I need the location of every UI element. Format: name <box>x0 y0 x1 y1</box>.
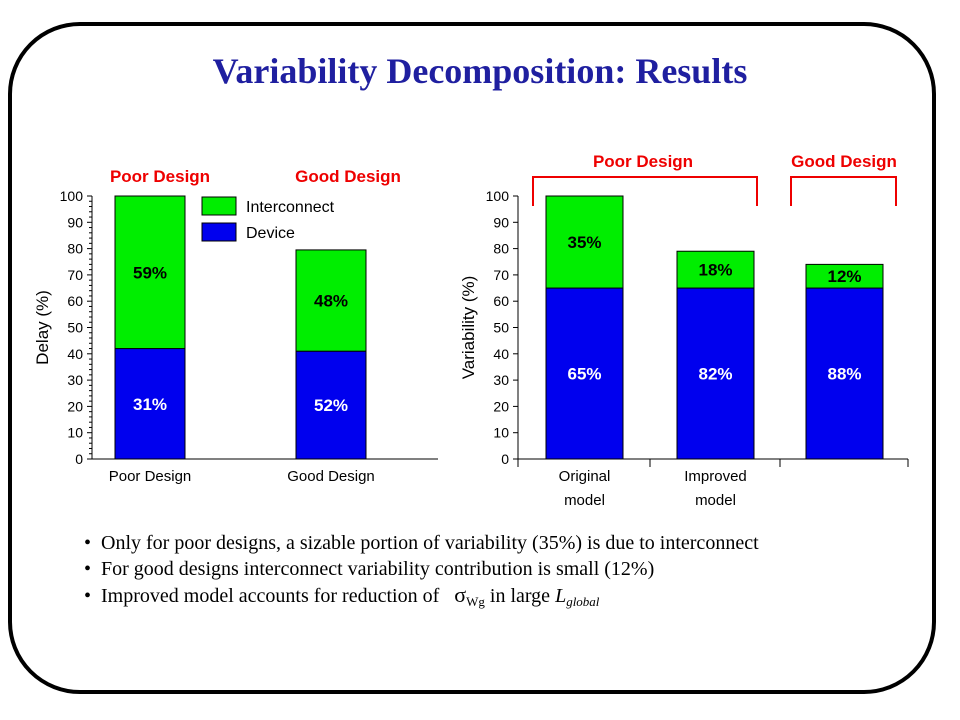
device-data-label: 31% <box>133 395 167 414</box>
bullet-3-middle: in large <box>489 585 551 607</box>
bullet-2: • For good designs interconnect variabil… <box>84 558 655 580</box>
bullet-2-text: For good designs interconnect variabilit… <box>101 558 655 580</box>
y-tick-label: 10 <box>67 425 83 441</box>
l-variable: L <box>555 585 567 607</box>
slide-frame <box>8 22 936 694</box>
y-tick-label: 40 <box>493 346 509 362</box>
legend-swatch <box>201 222 237 242</box>
y-tick-label: 20 <box>67 398 83 414</box>
interconnect-data-label: 18% <box>698 261 732 280</box>
y-tick-label: 50 <box>67 320 83 336</box>
y-tick-label: 90 <box>493 214 509 230</box>
device-data-label: 82% <box>698 365 732 384</box>
legend-label: Device <box>246 225 295 242</box>
bullet-1-text: Only for poor designs, a sizable portion… <box>101 532 759 554</box>
category-label: Improved <box>684 468 747 485</box>
bullet-1: • Only for poor designs, a sizable porti… <box>84 532 759 554</box>
interconnect-data-label: 59% <box>133 263 167 282</box>
bullet-3-prefix: Improved model accounts for reduction of <box>101 585 440 607</box>
bar-device <box>114 348 186 460</box>
slide-title: Variability Decomposition: Results <box>212 51 748 91</box>
bar-interconnect <box>805 263 884 289</box>
y-tick-label: 50 <box>493 320 509 336</box>
device-data-label: 52% <box>314 396 348 415</box>
y-tick-label: 70 <box>67 267 83 283</box>
bar-device <box>676 287 755 460</box>
y-tick-label: 10 <box>493 425 509 441</box>
category-label: Original <box>559 468 611 485</box>
bar-device <box>805 287 884 460</box>
device-data-label: 88% <box>827 365 861 384</box>
group-label: Good Design <box>791 152 897 171</box>
y-axis-label: Delay (%) <box>33 290 52 365</box>
y-tick-label: 100 <box>60 188 84 204</box>
bar-device <box>545 287 624 460</box>
interconnect-data-label: 35% <box>567 233 601 252</box>
bullet-list: • Only for poor designs, a sizable porti… <box>84 530 884 615</box>
category-label: model <box>695 492 736 509</box>
category-label: Good Design <box>287 468 375 485</box>
bar-interconnect <box>114 195 186 350</box>
y-tick-label: 30 <box>493 372 509 388</box>
bar-interconnect <box>545 195 624 289</box>
category-label: model <box>564 492 605 509</box>
y-tick-label: 30 <box>67 372 83 388</box>
bar-device <box>295 350 367 460</box>
category-label: Poor Design <box>109 468 192 485</box>
group-label: Poor Design <box>110 167 210 186</box>
group-label: Good Design <box>295 167 401 186</box>
bracket-poor <box>532 176 758 206</box>
y-axis-label: Variability (%) <box>459 276 478 380</box>
y-tick-label: 90 <box>67 214 83 230</box>
y-tick-label: 0 <box>75 451 83 467</box>
bracket-good <box>790 176 897 206</box>
interconnect-data-label: 48% <box>314 292 348 311</box>
legend-swatch <box>201 196 237 216</box>
sigma-symbol: σ <box>454 582 467 607</box>
y-tick-label: 80 <box>493 241 509 257</box>
interconnect-data-label: 12% <box>827 267 861 286</box>
legend-label: Interconnect <box>246 199 335 216</box>
y-tick-label: 20 <box>493 398 509 414</box>
y-tick-label: 80 <box>67 241 83 257</box>
l-subscript: global <box>566 594 600 609</box>
sigma-subscript: Wg <box>466 594 485 609</box>
y-tick-label: 60 <box>67 293 83 309</box>
bar-interconnect <box>676 250 755 289</box>
y-tick-label: 40 <box>67 346 83 362</box>
bullet-3: • Improved model accounts for reduction … <box>84 582 600 609</box>
device-data-label: 65% <box>567 365 601 384</box>
y-tick-label: 0 <box>501 451 509 467</box>
group-label: Poor Design <box>593 152 693 171</box>
y-tick-label: 60 <box>493 293 509 309</box>
bar-interconnect <box>295 249 367 352</box>
y-tick-label: 70 <box>493 267 509 283</box>
y-tick-label: 100 <box>486 188 510 204</box>
